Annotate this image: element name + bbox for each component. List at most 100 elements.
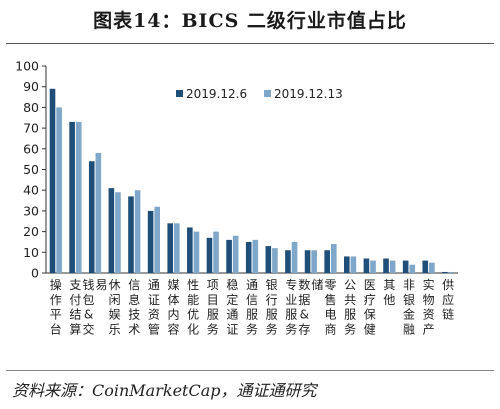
category-char: & (300, 308, 309, 322)
category-label: 其他 (383, 278, 395, 307)
category-char: 务 (246, 321, 258, 336)
legend-label-1: 2019.12.13 (274, 87, 343, 101)
category-char: 产 (423, 322, 435, 336)
category-char: 化 (187, 322, 199, 336)
bar-dec13-11 (272, 248, 278, 273)
category-char: 应 (442, 292, 454, 307)
source-divider (6, 370, 494, 371)
category-char: 内 (168, 308, 180, 322)
category-char: 息 (128, 292, 140, 307)
chart-legend: 2019.12.6 2019.12.13 (176, 87, 343, 101)
legend-swatch-1 (264, 90, 271, 97)
y-tick-label: 70 (23, 121, 39, 136)
bar-dec13-6 (174, 223, 180, 273)
category-char: 性 (187, 278, 199, 292)
category-char: 健 (364, 322, 376, 336)
category-char: 疗 (364, 293, 376, 307)
bar-dec13-13 (311, 250, 317, 273)
category-char: 务 (266, 321, 278, 336)
bar-dec6-20 (442, 271, 448, 273)
chart-title: 图表14：BICS 二级行业市值占比 (93, 10, 407, 32)
bar-dec6-6 (167, 223, 174, 273)
category-char: 娱 (109, 308, 121, 322)
bar-dec13-17 (389, 260, 396, 273)
title-divider (6, 43, 494, 44)
bar-dec13-0 (56, 107, 62, 274)
category-char: 媒 (168, 278, 180, 292)
y-tick-label: 100 (15, 59, 39, 74)
y-tick-label: 40 (23, 183, 39, 198)
bar-dec6-7 (187, 227, 193, 273)
category-char: 其 (383, 278, 395, 292)
chart-axes (45, 66, 458, 274)
category-char: 乐 (109, 322, 121, 336)
bar-dec6-17 (383, 258, 389, 273)
bar-dec6-19 (422, 260, 429, 273)
category-char: 保 (364, 308, 376, 322)
category-label: 钱包&交 易 (83, 277, 108, 336)
category-char: 信 (128, 278, 140, 292)
bar-dec13-12 (291, 241, 298, 273)
category-char: 商 (324, 321, 336, 336)
legend-label-0: 2019.12.6 (186, 87, 247, 101)
bar-dec6-11 (265, 246, 272, 273)
y-tick-label: 60 (23, 141, 39, 156)
category-char: 闲 (109, 293, 121, 307)
bar-dec6-8 (206, 237, 213, 273)
category-char: 售 (324, 292, 336, 307)
category-char: 术 (128, 322, 140, 336)
bar-dec6-0 (49, 88, 56, 274)
category-char: 存 (298, 322, 310, 336)
category-char: 零 (324, 278, 336, 292)
legend-swatch-0 (176, 90, 183, 97)
bar-dec13-1 (75, 121, 82, 273)
category-char: 医 (364, 278, 376, 292)
bar-dec13-7 (193, 231, 200, 273)
y-tick-label: 20 (23, 224, 39, 239)
bar-dec6-13 (304, 250, 311, 273)
category-char: 目 (207, 293, 219, 307)
bar-dec13-15 (350, 256, 357, 273)
category-char: 专 (285, 277, 297, 292)
category-char: 定 (226, 292, 238, 307)
bar-dec13-2 (95, 152, 102, 273)
category-char: 服 (266, 308, 278, 322)
bar-dec13-5 (154, 206, 161, 273)
category-char: 平 (50, 308, 62, 322)
bar-dec6-18 (402, 260, 409, 273)
bar-dec6-5 (147, 210, 154, 273)
bar-dec13-4 (134, 190, 141, 273)
category-char: 优 (187, 308, 199, 322)
category-char: 交 (83, 321, 95, 336)
category-char: 容 (168, 321, 180, 336)
category-char: 融 (403, 322, 415, 336)
category-char: 非 (403, 278, 415, 292)
category-char: 操 (50, 277, 62, 292)
category-char: 共 (344, 293, 356, 307)
category-char: 作 (50, 293, 62, 307)
category-char: 结 (69, 308, 81, 322)
source-note: 资料来源：CoinMarketCap，通证通研究 (12, 381, 317, 400)
category-char: 据 (298, 293, 310, 307)
bar-dec6-3 (108, 188, 115, 273)
y-tick-label: 80 (23, 100, 39, 115)
category-char: 服 (246, 308, 258, 322)
bar-dec13-10 (252, 239, 259, 273)
category-char: 服 (344, 308, 356, 322)
bar-dec13-9 (232, 235, 239, 273)
category-char: 包 (83, 293, 95, 307)
